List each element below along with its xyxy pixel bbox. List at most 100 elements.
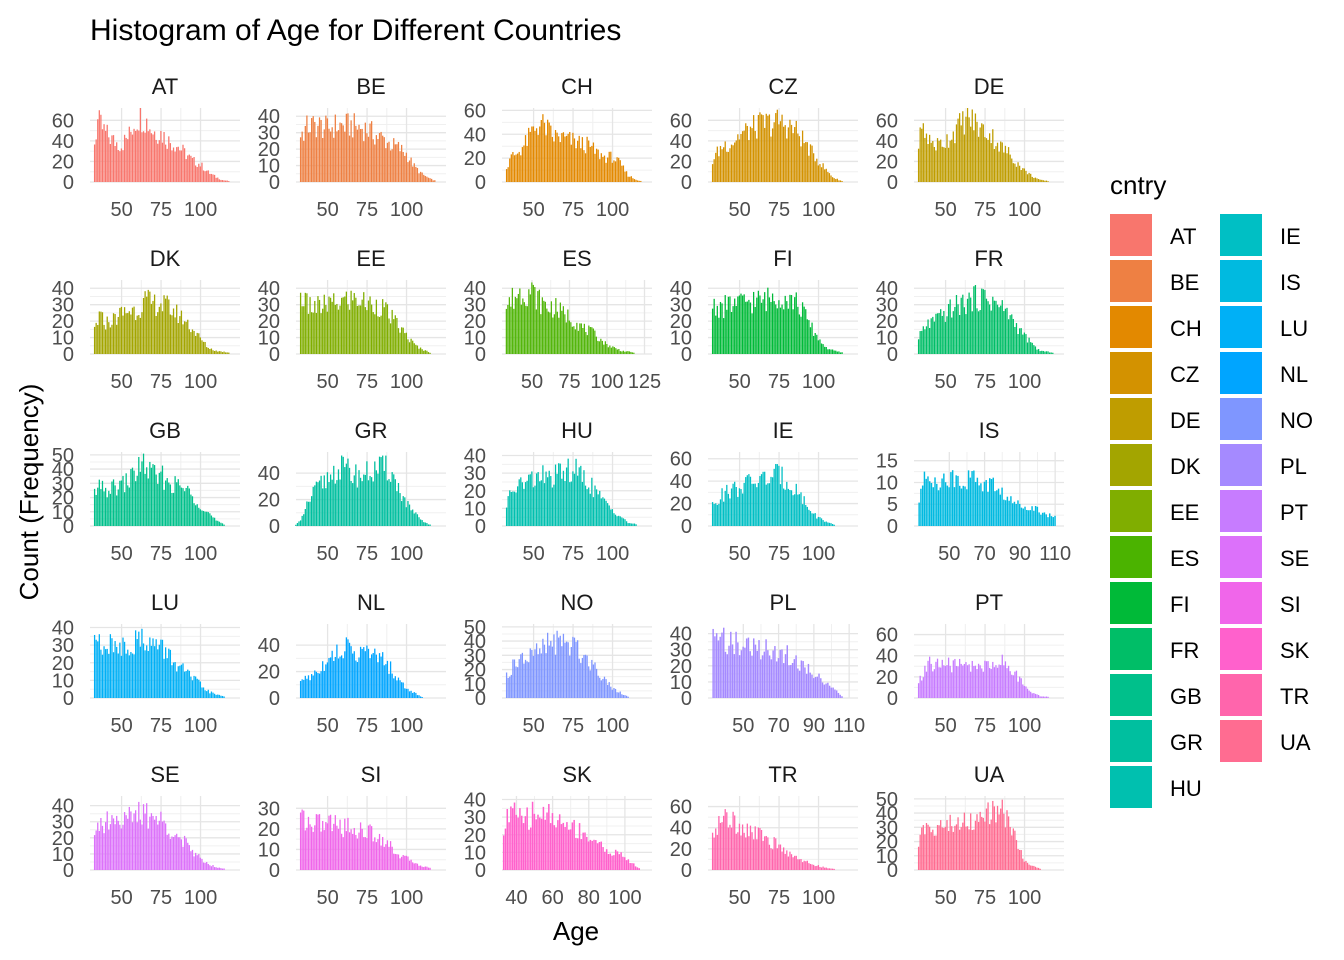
histogram-bar [835, 179, 837, 182]
histogram-bar [179, 485, 181, 526]
histogram-bar [523, 488, 525, 526]
histogram-bar [163, 820, 165, 870]
histogram-bar [735, 487, 737, 526]
histogram-bar [311, 674, 313, 698]
histogram-bar [743, 130, 745, 182]
legend-label: PL [1280, 454, 1307, 479]
histogram-bar [429, 524, 431, 526]
histogram-bar [977, 821, 980, 870]
histogram-bar [740, 835, 742, 870]
histogram-bar [1003, 152, 1005, 182]
histogram-bar [618, 157, 620, 182]
histogram-bar [513, 491, 516, 526]
histogram-bar [149, 291, 151, 354]
histogram-bar [114, 641, 116, 698]
histogram-bar [1030, 691, 1032, 698]
histogram-bar [751, 655, 753, 698]
histogram-bar [803, 496, 805, 526]
histogram-bar [201, 858, 203, 870]
histogram-bar [426, 522, 428, 526]
legend-label: CZ [1170, 362, 1199, 387]
histogram-bar [353, 113, 355, 182]
histogram-bar [374, 648, 376, 698]
histogram-bar [146, 645, 148, 698]
histogram-bar [383, 137, 385, 182]
histogram-bar [778, 300, 780, 354]
histogram-bar [560, 824, 563, 870]
histogram-bar [805, 861, 807, 870]
histogram-bar [212, 692, 214, 698]
x-tick-label: 75 [356, 199, 378, 221]
histogram-bar [331, 127, 333, 182]
histogram-bar [202, 341, 205, 354]
histogram-bar [805, 505, 807, 526]
histogram-bar [315, 481, 318, 526]
histogram-bar [388, 141, 390, 182]
histogram-bar [819, 866, 821, 870]
histogram-bar [781, 649, 783, 698]
y-tick-label: 40 [876, 278, 898, 300]
y-tick-label: 30 [258, 798, 280, 820]
histogram-bar [591, 477, 593, 526]
histogram-bar [838, 180, 840, 182]
histogram-bar [1019, 165, 1021, 182]
histogram-bar [328, 657, 330, 698]
histogram-bar [152, 638, 154, 698]
histogram-bar [526, 807, 528, 870]
histogram-bar [562, 470, 565, 526]
histogram-bar [221, 695, 224, 698]
histogram-bar [130, 469, 132, 526]
histogram-bar [131, 653, 134, 698]
histogram-bar [371, 826, 373, 870]
y-tick-label: 0 [475, 688, 486, 710]
histogram-bar [133, 306, 135, 354]
histogram-bar [372, 312, 374, 354]
x-tick-label: 75 [768, 199, 790, 221]
histogram-bar [993, 149, 996, 182]
histogram-bar [586, 489, 588, 526]
histogram-bar [391, 309, 393, 354]
histogram-bar [168, 833, 170, 870]
histogram-bar [989, 667, 991, 698]
histogram-bar [938, 667, 940, 698]
facet-label: UA [974, 762, 1005, 787]
histogram-bar [177, 146, 179, 182]
histogram-bar [423, 174, 425, 182]
histogram-bar [987, 301, 989, 354]
x-tick-label: 80 [578, 887, 600, 909]
histogram-bar [382, 837, 384, 870]
histogram-bar [940, 309, 942, 354]
histogram-bar [526, 306, 528, 354]
histogram-bar [355, 834, 357, 870]
histogram-bar [594, 485, 596, 526]
histogram-bar [816, 676, 818, 698]
histogram-bar [212, 865, 214, 870]
histogram-bar [109, 493, 112, 526]
histogram-bar [520, 654, 522, 698]
histogram-bar [827, 349, 829, 354]
histogram-bar [223, 696, 225, 698]
histogram-bar [968, 117, 970, 182]
histogram-bar [816, 334, 818, 354]
histogram-bar [541, 297, 543, 354]
histogram-bar [307, 501, 310, 526]
histogram-bar [719, 636, 721, 698]
histogram-bar [331, 301, 333, 354]
histogram-bar [779, 121, 782, 182]
histogram-bar [549, 823, 552, 870]
y-tick-label: 0 [887, 344, 898, 366]
histogram-bar [790, 295, 793, 354]
histogram-bar [114, 824, 116, 870]
histogram-bar [589, 839, 592, 870]
histogram-bar [795, 292, 797, 354]
histogram-bar [771, 849, 774, 870]
histogram-bar [951, 672, 953, 698]
histogram-bar [419, 171, 422, 182]
histogram-bar [367, 480, 370, 526]
histogram-bar [337, 658, 340, 698]
histogram-bar [152, 300, 154, 354]
histogram-bar [378, 317, 381, 354]
histogram-bar [299, 812, 302, 870]
histogram-bar [740, 133, 742, 182]
